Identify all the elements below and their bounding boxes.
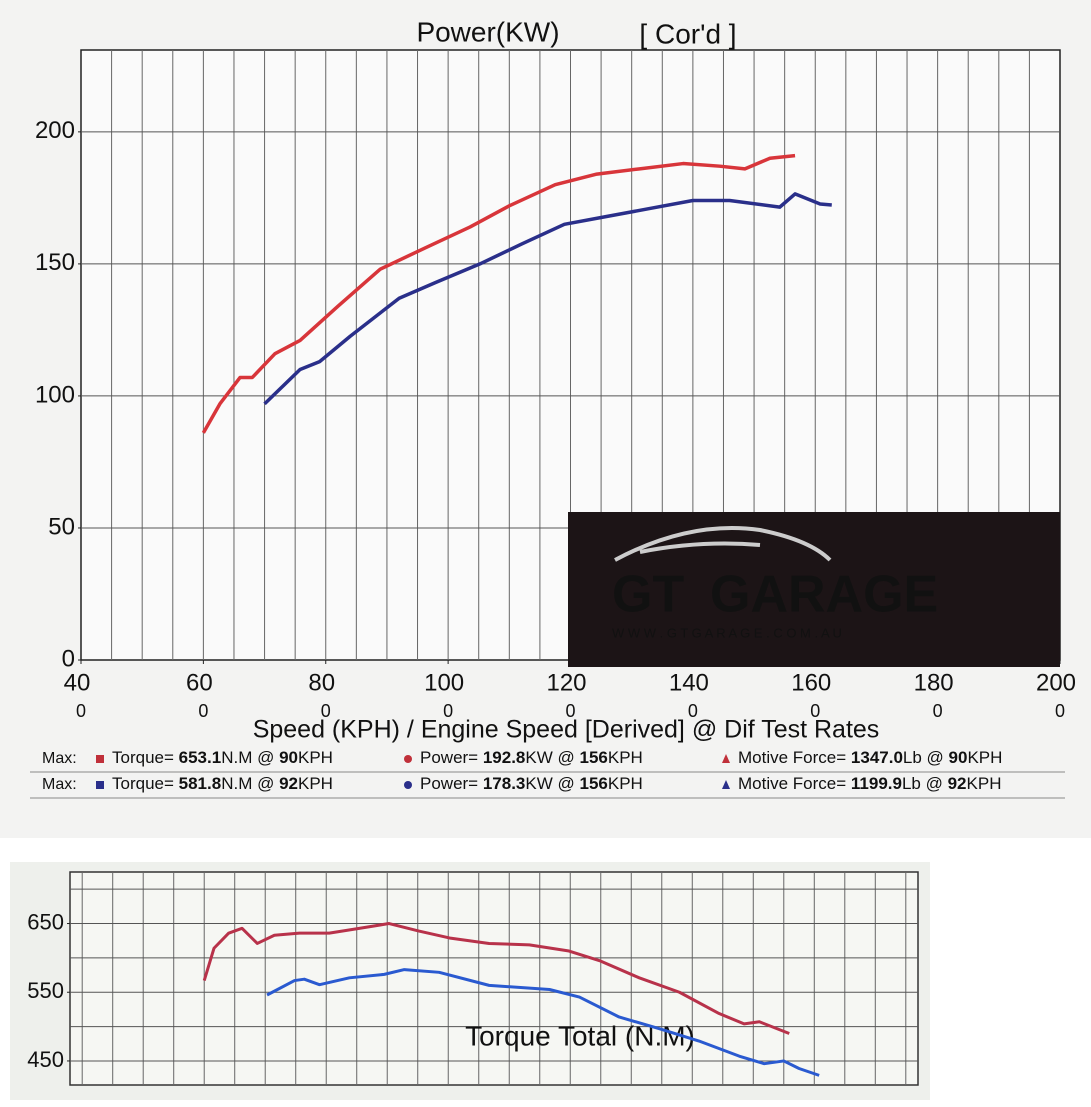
legend-marker — [96, 755, 104, 763]
legend-entry: Motive Force= 1199.9Lb @ 92KPH — [738, 774, 1001, 793]
legend-segment: 90 — [949, 748, 968, 767]
engine-speed-label: 0 — [321, 701, 331, 721]
legend-segment: 581.8 — [179, 774, 222, 793]
engine-speed-label: 0 — [810, 701, 820, 721]
legend-segment: KPH — [608, 748, 643, 767]
legend-segment: 156 — [579, 774, 607, 793]
logo-brand-a: GT — [612, 566, 684, 624]
logo-box — [568, 512, 1060, 667]
x-tick-label: 140 — [669, 669, 709, 696]
legend-marker — [96, 781, 104, 789]
legend-segment: 1199.9 — [851, 774, 902, 793]
legend-segment: KPH — [298, 748, 333, 767]
legend-entry: Torque= 653.1N.M @ 90KPH — [112, 748, 333, 767]
logo-car — [614, 526, 832, 562]
legend-segment: N.M @ — [221, 748, 279, 767]
legend-segment: Torque= — [112, 748, 179, 767]
legend-segment: KPH — [967, 774, 1002, 793]
legend-marker — [404, 755, 412, 763]
logo-url: W W W . G T G A R A G E . C O M . A U — [612, 625, 842, 640]
series-line — [202, 922, 790, 1035]
engine-speed-label: 0 — [933, 701, 943, 721]
x-axis-label: Speed (KPH) / Engine Speed [Derived] @ D… — [253, 716, 880, 744]
y-tick-label: 0 — [62, 645, 75, 672]
chart-0: 0501001502004006008001000120014001600180… — [30, 50, 1076, 799]
legend-segment: 653.1 — [179, 748, 222, 767]
x-tick-label: 40 — [64, 669, 91, 696]
legend-segment: 156 — [579, 748, 607, 767]
legend-segment: 90 — [279, 748, 298, 767]
legend-marker — [722, 780, 730, 789]
x-tick-label: 120 — [546, 669, 586, 696]
y-tick-label: 200 — [35, 117, 75, 144]
legend-segment: KPH — [967, 748, 1002, 767]
engine-speed-label: 0 — [76, 701, 86, 721]
plot-area-2 — [69, 871, 919, 1086]
logo: GT GARAGE W W W . G T G A R A G E . C O … — [568, 512, 1060, 667]
legend-segment: 92 — [279, 774, 298, 793]
chart-title: Power(KW) — [416, 16, 559, 47]
series-line — [266, 968, 820, 1077]
legend-segment: KW @ — [525, 748, 579, 767]
x-tick-label: 60 — [186, 669, 213, 696]
legend-marker — [404, 781, 412, 789]
legend-entry: Power= 178.3KW @ 156KPH — [420, 774, 643, 793]
legend-segment: KW @ — [525, 774, 579, 793]
legend-segment: Power= — [420, 748, 483, 767]
x-tick-label: 200 — [1036, 669, 1076, 696]
y-tick-label: 650 — [27, 909, 64, 934]
y-tick-label: 50 — [48, 513, 75, 540]
x-tick-label: 160 — [791, 669, 831, 696]
legend-segment: KPH — [298, 774, 333, 793]
legend-segment: 178.3 — [483, 774, 526, 793]
legend-segment: Torque= — [112, 774, 179, 793]
legend-segment: Lb @ — [903, 748, 949, 767]
series-line — [263, 192, 832, 406]
series-line — [201, 153, 796, 434]
x-tick-label: 80 — [308, 669, 335, 696]
engine-speed-label: 0 — [565, 701, 575, 721]
chart-title: Torque Total (N.M) — [465, 1020, 695, 1051]
chart-subtitle: [ Cor'd ] — [639, 18, 736, 49]
legend-marker — [722, 754, 730, 763]
y-tick-label: 100 — [35, 381, 75, 408]
legend-entry: Power= 192.8KW @ 156KPH — [420, 748, 643, 767]
legend-entry: Torque= 581.8N.M @ 92KPH — [112, 774, 333, 793]
chart-1: 450 550 650 Torque Total (N.M) — [27, 872, 918, 1085]
legend-segment: 1347.0 — [851, 748, 903, 767]
legend-segment: Power= — [420, 774, 483, 793]
y-tick-label: 550 — [27, 978, 64, 1003]
legend-segment: Lb @ — [902, 774, 948, 793]
legend-entry: Motive Force= 1347.0Lb @ 90KPH — [738, 748, 1002, 767]
engine-speed-label: 0 — [198, 701, 208, 721]
legend-segment: Motive Force= — [738, 774, 851, 793]
legend-segment: 192.8 — [483, 748, 526, 767]
x-tick-label: 180 — [914, 669, 954, 696]
y-tick-label: 150 — [35, 249, 75, 276]
engine-speed-label: 0 — [1055, 701, 1065, 721]
legend-segment: 92 — [948, 774, 967, 793]
max-label: Max: — [42, 776, 77, 793]
logo-brand-b: GARAGE — [710, 566, 938, 624]
x-tick-label: 100 — [424, 669, 464, 696]
y-tick-label: 450 — [27, 1047, 64, 1072]
legend-segment: KPH — [608, 774, 643, 793]
engine-speed-label: 0 — [443, 701, 453, 721]
legend-segment: N.M @ — [221, 774, 279, 793]
max-label: Max: — [42, 750, 77, 767]
engine-speed-label: 0 — [688, 701, 698, 721]
legend-segment: Motive Force= — [738, 748, 851, 767]
